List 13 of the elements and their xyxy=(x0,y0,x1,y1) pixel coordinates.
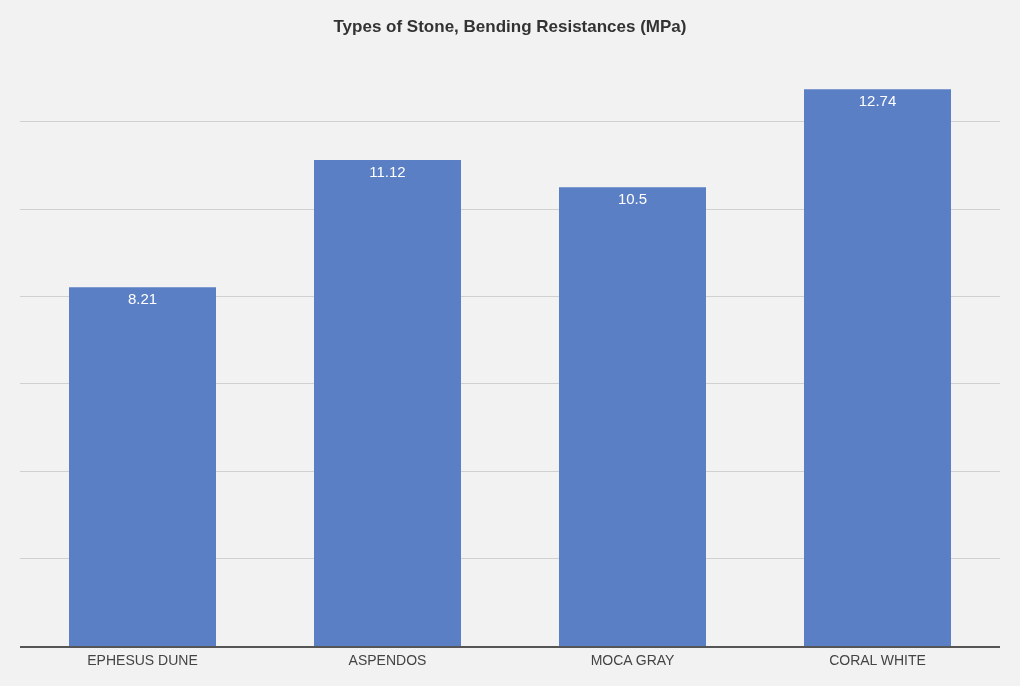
bar xyxy=(559,187,706,646)
x-tick-label: ASPENDOS xyxy=(348,651,427,668)
bar xyxy=(314,160,461,646)
x-tick-label: CORAL WHITE xyxy=(829,651,926,668)
data-label: 11.12 xyxy=(369,163,406,181)
data-label: 8.21 xyxy=(127,290,158,308)
x-tick-label: EPHESUS DUNE xyxy=(87,651,198,668)
bar xyxy=(804,89,951,646)
data-label: 10.5 xyxy=(617,190,648,208)
data-label: 12.74 xyxy=(858,92,897,110)
bar xyxy=(69,287,216,646)
chart-title: Types of Stone, Bending Resistances (MPa) xyxy=(333,17,687,37)
x-tick-label: MOCA GRAY xyxy=(590,651,676,668)
